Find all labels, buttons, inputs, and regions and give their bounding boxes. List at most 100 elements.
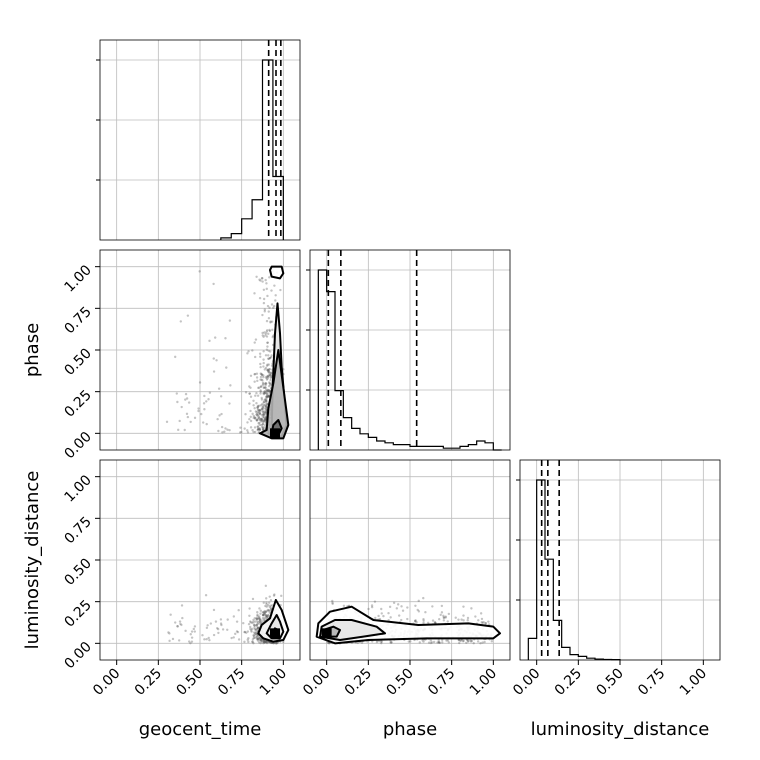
- scatter-point: [429, 641, 433, 645]
- scatter-point: [253, 407, 256, 410]
- scatter-point: [263, 368, 266, 371]
- scatter-point: [256, 639, 260, 642]
- scatter-point: [255, 637, 259, 640]
- scatter-point: [446, 639, 450, 642]
- scatter-point: [212, 633, 216, 637]
- scatter-point: [249, 395, 253, 398]
- scatter-point: [262, 418, 265, 422]
- scatter-point: [261, 410, 264, 413]
- scatter-point: [267, 384, 271, 388]
- scatter-point: [264, 412, 267, 415]
- x-tick-label: 1.00: [677, 666, 710, 699]
- scatter-point: [228, 428, 231, 432]
- scatter-point: [370, 605, 374, 609]
- scatter-point: [418, 641, 421, 644]
- scatter-point: [265, 392, 269, 395]
- x-tick-label: 0.75: [635, 666, 668, 699]
- scatter-point: [248, 417, 251, 421]
- scatter-point: [388, 605, 392, 609]
- scatter-point: [258, 296, 262, 300]
- scatter-point: [264, 383, 267, 387]
- scatter-point: [263, 612, 267, 616]
- histogram-step: [527, 479, 621, 661]
- scatter-point: [256, 406, 259, 409]
- scatter-point: [474, 615, 477, 618]
- scatter-point: [272, 304, 276, 308]
- scatter-point: [267, 368, 271, 371]
- scatter-point: [263, 399, 266, 402]
- scatter-point: [218, 414, 221, 417]
- scatter-point: [260, 417, 263, 421]
- scatter-point: [253, 430, 257, 434]
- scatter-point: [442, 619, 446, 622]
- scatter-point: [409, 640, 412, 643]
- scatter-point: [264, 404, 267, 408]
- scatter-point: [267, 601, 271, 604]
- scatter-point: [268, 367, 272, 371]
- scatter-point: [433, 620, 437, 624]
- scatter-point: [430, 641, 434, 644]
- scatter-point: [479, 612, 483, 615]
- scatter-point: [264, 366, 268, 370]
- scatter-point: [265, 609, 268, 613]
- scatter-point: [193, 630, 197, 633]
- scatter-point: [262, 403, 265, 407]
- density-peak: [321, 628, 332, 639]
- scatter-point: [201, 421, 205, 424]
- scatter-point: [416, 608, 419, 612]
- scatter-point: [470, 639, 474, 643]
- scatter-point: [259, 392, 262, 395]
- scatter-point: [422, 621, 425, 625]
- scatter-point: [264, 386, 267, 390]
- scatter-point: [447, 612, 451, 616]
- scatter-point: [437, 640, 440, 644]
- scatter-point: [261, 331, 264, 335]
- scatter-point: [268, 356, 272, 360]
- scatter-point: [261, 408, 264, 411]
- scatter-point: [240, 430, 243, 434]
- scatter-point: [257, 410, 260, 414]
- scatter-point: [261, 610, 264, 614]
- scatter-point: [266, 368, 269, 371]
- scatter-point: [457, 618, 460, 621]
- scatter-point: [270, 289, 273, 292]
- scatter-point: [212, 357, 215, 360]
- scatter-point: [263, 417, 267, 421]
- contour-line: [269, 265, 285, 280]
- scatter-point: [261, 427, 265, 430]
- scatter-point: [249, 426, 253, 429]
- scatter-point: [331, 601, 334, 604]
- y-tick-label: 0.00: [61, 639, 94, 672]
- scatter-point: [271, 335, 274, 339]
- scatter-point: [437, 641, 441, 644]
- scatter-point: [177, 639, 181, 642]
- scatter-point: [264, 332, 268, 335]
- scatter-point: [259, 612, 262, 615]
- scatter-point: [263, 308, 267, 311]
- scatter-point: [262, 413, 265, 416]
- scatter-point: [256, 611, 259, 614]
- scatter-point: [253, 624, 256, 628]
- scatter-point: [252, 636, 255, 640]
- scatter-point: [459, 639, 462, 643]
- scatter-point: [263, 640, 266, 644]
- scatter-point: [424, 611, 427, 614]
- scatter-point: [251, 597, 255, 601]
- scatter-point: [445, 639, 448, 642]
- scatter-point: [438, 641, 442, 645]
- scatter-point: [184, 629, 187, 633]
- scatter-point: [256, 417, 260, 420]
- scatter-point: [265, 389, 269, 393]
- scatter-point: [259, 279, 262, 282]
- scatter-point: [261, 415, 265, 418]
- scatter-point: [401, 609, 405, 612]
- scatter-point: [267, 604, 270, 607]
- scatter-point: [252, 416, 255, 420]
- scatter-point: [252, 634, 255, 637]
- scatter-point: [214, 620, 218, 623]
- scatter-point: [251, 621, 254, 625]
- scatter-point: [264, 610, 268, 614]
- scatter-point: [246, 352, 249, 355]
- scatter-point: [253, 355, 257, 359]
- scatter-point: [255, 376, 259, 379]
